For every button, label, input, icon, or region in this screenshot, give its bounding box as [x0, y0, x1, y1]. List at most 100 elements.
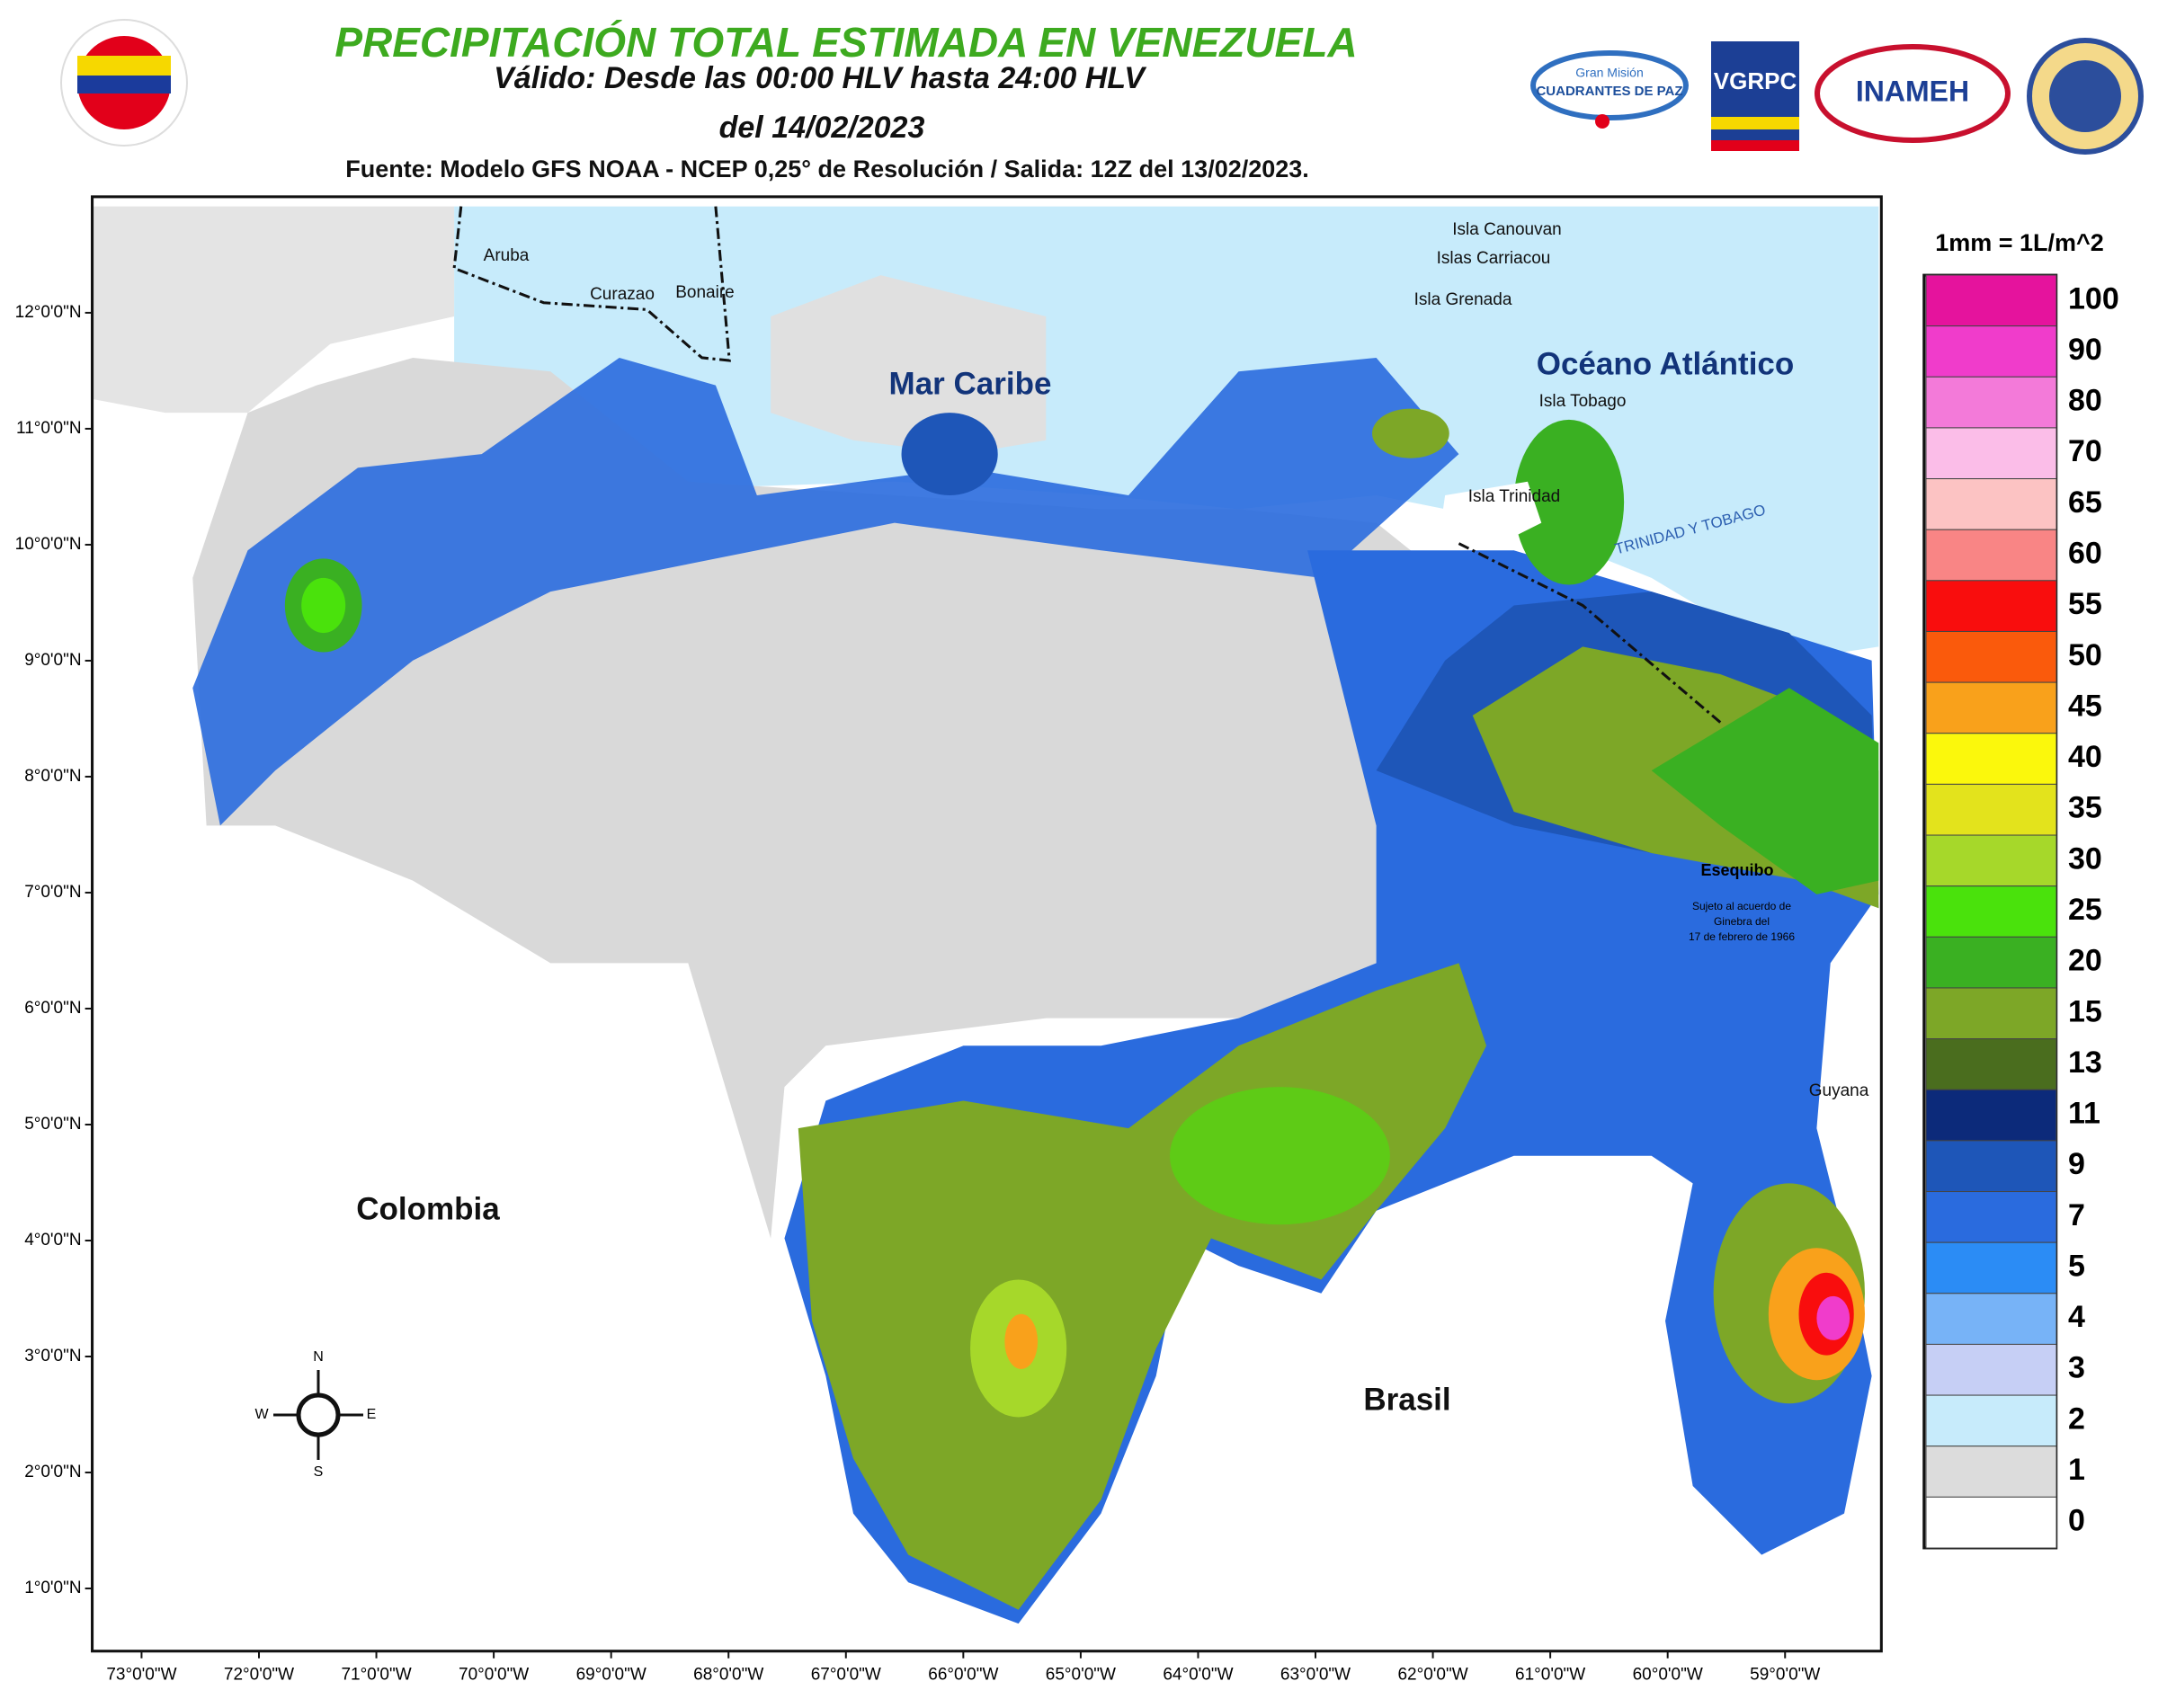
precip-coast [192, 357, 1459, 826]
border-line [452, 206, 731, 362]
legend-label: 55 [2068, 587, 2102, 621]
legend-swatch [1925, 580, 2057, 632]
place-label: Océano Atlántico [1537, 346, 1795, 381]
lon-tick-label: 61°0'0"W [1515, 1666, 1585, 1685]
island-trinidad [1438, 481, 1542, 544]
lat-tick-label: 8°0'0"N [24, 767, 81, 786]
place-label: Curazao [590, 285, 655, 304]
legend-label: 90 [2068, 333, 2102, 367]
compass: N S W E [254, 1349, 376, 1480]
precip-90 [1816, 1295, 1850, 1340]
lon-tick-label: 72°0'0"W [224, 1666, 294, 1685]
lon-tick-label: 68°0'0"W [693, 1666, 763, 1685]
precip-20 [1651, 688, 1879, 894]
legend-label: 25 [2068, 893, 2102, 927]
legend-swatch [1925, 1241, 2057, 1294]
legend-swatch [1925, 681, 2057, 734]
logo-seal [2027, 38, 2144, 155]
legend-label: 1 [2068, 1453, 2085, 1487]
place-label: Isla Trinidad [1468, 487, 1560, 506]
valid-range: Válido: Desde las 00:00 HLV hasta 24:00 … [494, 61, 1147, 95]
precip-15-north [1372, 408, 1449, 458]
legend-swatch [1925, 274, 2057, 327]
logo-text: VGRPC [1714, 67, 1797, 94]
legend-label: 7 [2068, 1198, 2085, 1232]
compass-label: W [254, 1407, 269, 1422]
legend-label: 3 [2068, 1351, 2085, 1385]
lat-tick-label: 10°0'0"N [15, 535, 82, 554]
place-label: Isla Tobago [1539, 392, 1627, 411]
legend-label: 65 [2068, 485, 2102, 520]
legend-swatch [1925, 1140, 2057, 1193]
legend-unit: 1mm = 1L/m^2 [1935, 229, 2104, 256]
legend-swatch [1925, 783, 2057, 836]
legend-label: 50 [2068, 638, 2102, 672]
map [91, 195, 2058, 1653]
legend-label: 4 [2068, 1300, 2085, 1334]
legend-label: 30 [2068, 841, 2102, 876]
precip-25-west [301, 577, 346, 634]
land-nw [92, 206, 455, 414]
lon-tick-label: 59°0'0"W [1750, 1666, 1820, 1685]
legend-label: 20 [2068, 944, 2102, 978]
legend-label: 13 [2068, 1045, 2102, 1080]
logo-inameh: INAMEH [1815, 44, 2011, 143]
legend-label: 45 [2068, 689, 2102, 723]
lat-tick-label: 6°0'0"N [24, 999, 81, 1018]
compass-label: E [367, 1407, 377, 1422]
place-note: 17 de febrero de 1966 [1689, 930, 1795, 943]
logo-text: Gran Misión [1575, 66, 1643, 80]
lat-tick-label: 4°0'0"N [24, 1231, 81, 1250]
precip-9 [901, 413, 998, 496]
lat-tick-label: 2°0'0"N [24, 1463, 81, 1481]
place-label: Mar Caribe [889, 366, 1052, 401]
date: del 14/02/2023 [719, 111, 925, 145]
place-label: Islas Carriacou [1437, 249, 1551, 268]
lat-tick-label: 5°0'0"N [24, 1115, 81, 1134]
place-label: Esequibo [1700, 861, 1773, 879]
place-label: Aruba [484, 246, 530, 265]
lat-tick-label: 7°0'0"N [24, 883, 81, 902]
map-frame [91, 195, 1883, 1653]
place-note: Ginebra del [1714, 915, 1770, 928]
lon-tick-label: 70°0'0"W [459, 1666, 529, 1685]
lon-tick-label: 69°0'0"W [576, 1666, 647, 1685]
legend-swatch [1925, 1038, 2057, 1090]
place-label: Colombia [356, 1191, 500, 1226]
legend-swatch [1925, 630, 2057, 683]
lon-tick-label: 64°0'0"W [1163, 1666, 1233, 1685]
legend-label: 0 [2068, 1504, 2085, 1538]
lat-tick-label: 3°0'0"N [24, 1347, 81, 1366]
legend-swatch [1925, 1293, 2057, 1345]
legend-swatch [1925, 1496, 2057, 1549]
sea-dry [771, 275, 1047, 455]
legend-swatch [1925, 427, 2057, 480]
lon-tick-label: 66°0'0"W [928, 1666, 998, 1685]
precip-20-trinidad [1513, 419, 1625, 585]
legend-swatch [1925, 1343, 2057, 1396]
legend-label: 35 [2068, 791, 2102, 825]
lat-tick-label: 12°0'0"N [15, 303, 82, 322]
title: PRECIPITACIÓN TOTAL ESTIMADA EN VENEZUEL… [334, 19, 1357, 66]
legend-swatch [1925, 936, 2057, 989]
legend-label: 100 [2068, 281, 2119, 316]
legend-label: 70 [2068, 434, 2102, 468]
legend-swatch [1925, 1446, 2057, 1498]
place-label: Brasil [1363, 1382, 1450, 1417]
logo-ministry [60, 19, 188, 147]
lon-tick-label: 67°0'0"W [811, 1666, 881, 1685]
logo-vgrpc: VGRPC [1711, 41, 1799, 151]
legend-swatch [1925, 1191, 2057, 1243]
legend-label: 80 [2068, 384, 2102, 418]
lon-tick-label: 60°0'0"W [1633, 1666, 1703, 1685]
lon-tick-label: 62°0'0"W [1397, 1666, 1467, 1685]
logo-text: CUADRANTES DE PAZ [1536, 84, 1682, 99]
legend-label: 60 [2068, 537, 2102, 571]
precip-45 [1004, 1313, 1039, 1369]
legend-swatch [1925, 1089, 2057, 1142]
place-label: Guyana [1809, 1081, 1869, 1100]
logo-text: INAMEH [1856, 75, 1969, 107]
lon-tick-label: 65°0'0"W [1046, 1666, 1116, 1685]
place-label: Isla Canouvan [1452, 220, 1561, 239]
